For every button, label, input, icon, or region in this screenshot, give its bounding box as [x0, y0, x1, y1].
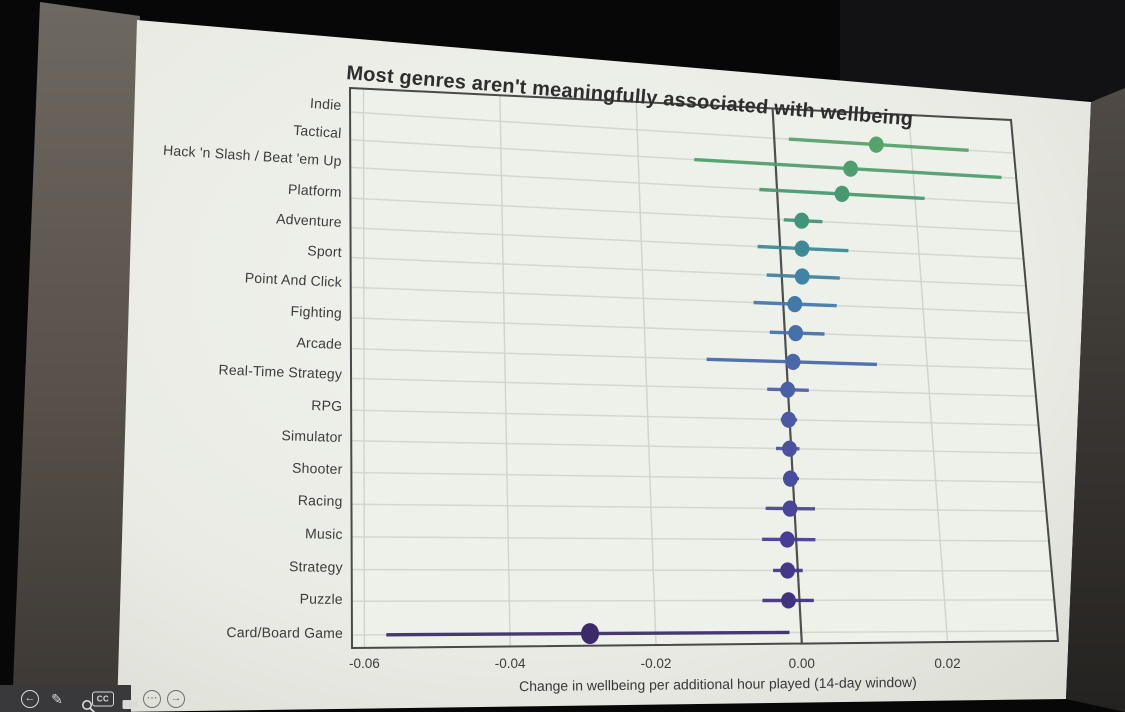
estimate-dot — [834, 185, 850, 202]
y-axis-category-label: Puzzle — [300, 590, 343, 607]
estimate-dot — [794, 268, 810, 285]
y-axis-category-label: Real-Time Strategy — [218, 361, 342, 382]
gridline-vertical — [362, 88, 366, 648]
more-options-icon[interactable]: ⋯ — [143, 689, 161, 708]
estimate-dot — [782, 440, 797, 457]
y-axis-category-label: Indie — [310, 95, 342, 113]
viewer-toolbar: ← ✎ CC ⋯ → — [0, 685, 200, 712]
gridline-horizontal — [350, 286, 1029, 314]
gridline-horizontal — [350, 256, 1027, 287]
x-tick-label: -0.02 — [641, 656, 672, 671]
x-tick-label: 0.02 — [934, 656, 960, 671]
y-axis-category-label: Tactical — [293, 122, 342, 141]
x-tick-label: -0.04 — [495, 656, 526, 671]
y-axis-category-label: Fighting — [290, 303, 342, 321]
zero-reference-line — [771, 108, 803, 643]
ceiling-reflection — [840, 0, 1125, 100]
gridline-horizontal — [350, 317, 1032, 342]
gridline-horizontal — [351, 568, 1052, 572]
estimate-dot — [779, 531, 795, 548]
screen-left-margin — [12, 2, 140, 712]
estimate-dot — [780, 381, 796, 398]
forward-arrow-icon[interactable]: → — [167, 689, 185, 708]
gridline-horizontal — [350, 377, 1036, 397]
closed-captions-icon[interactable]: CC — [92, 691, 114, 706]
x-axis-title: Change in wellbeing per additional hour … — [519, 674, 917, 694]
y-axis-category-label: Sport — [307, 242, 342, 260]
y-axis-category-label: Point And Click — [244, 269, 343, 290]
estimate-dot — [782, 500, 798, 517]
estimate-dot — [843, 160, 858, 177]
estimate-dot — [785, 353, 801, 370]
estimate-dot — [794, 240, 810, 257]
gridline-vertical — [499, 95, 511, 647]
estimate-dot — [788, 325, 804, 342]
y-axis-category-label: Racing — [298, 492, 343, 509]
y-axis-category-label: RPG — [311, 397, 342, 414]
estimate-dot — [780, 562, 795, 579]
gridline-horizontal — [351, 503, 1047, 512]
estimate-dot — [783, 470, 798, 487]
y-axis-category-label: Platform — [288, 181, 343, 200]
y-axis-category-label: Card/Board Game — [226, 624, 343, 641]
y-axis-category-label: Music — [305, 525, 343, 542]
gridline-horizontal — [351, 409, 1039, 426]
gridline-horizontal — [351, 536, 1050, 542]
gridline-horizontal — [350, 347, 1034, 370]
estimate-dot — [794, 212, 810, 229]
gridline-horizontal — [350, 227, 1024, 260]
gridline-horizontal — [351, 471, 1044, 483]
x-tick-label: -0.06 — [349, 656, 380, 671]
y-axis-category-label: Adventure — [276, 210, 342, 230]
gridline-vertical — [908, 115, 949, 642]
back-arrow-icon[interactable]: ← — [21, 689, 39, 708]
estimate-dot — [581, 623, 599, 645]
screen-right-margin — [1066, 88, 1125, 712]
y-axis-category-label: Strategy — [289, 558, 343, 575]
y-axis-category-label: Shooter — [292, 460, 343, 477]
y-axis-category-label: Simulator — [281, 427, 343, 445]
x-tick-label: 0.00 — [789, 656, 815, 671]
estimate-dot — [868, 136, 884, 153]
estimate-dot — [781, 592, 796, 609]
panel-border — [348, 86, 1060, 650]
gridline-horizontal — [351, 599, 1055, 603]
estimate-dot — [787, 296, 803, 313]
gridline-horizontal — [351, 440, 1042, 454]
gridline-vertical — [635, 101, 657, 645]
pencil-icon[interactable]: ✎ — [51, 690, 63, 707]
estimate-dot — [781, 411, 796, 428]
gridline-horizontal — [350, 197, 1022, 233]
plot-panel — [350, 88, 1058, 648]
y-axis-category-label: Arcade — [296, 334, 342, 352]
